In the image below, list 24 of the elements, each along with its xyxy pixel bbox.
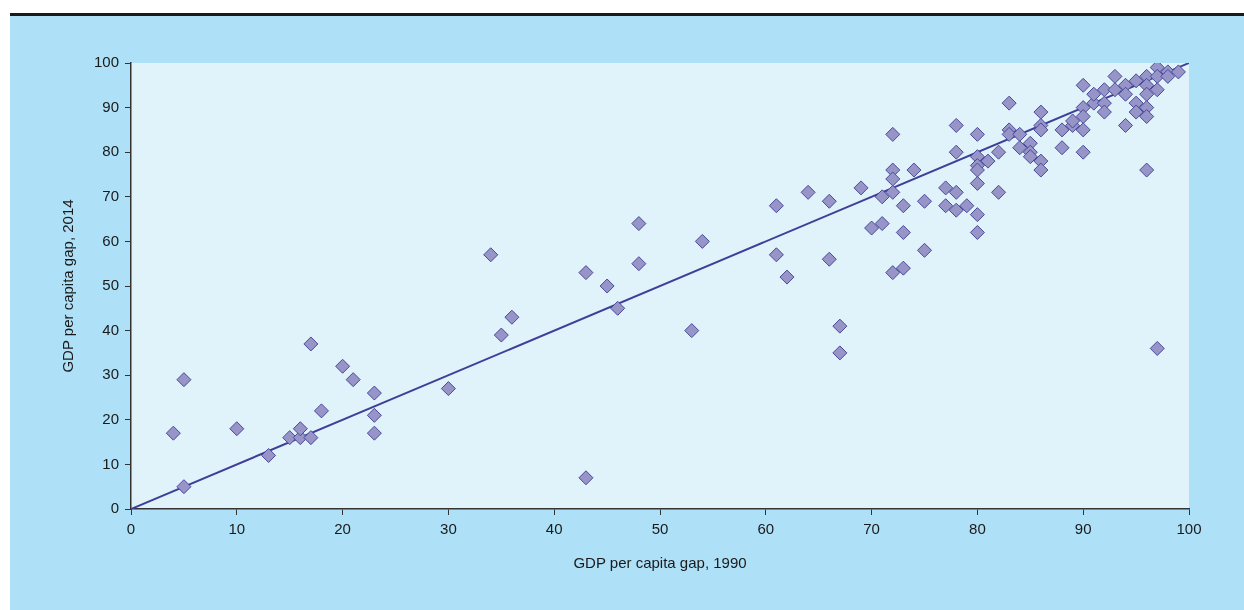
y-tick-label: 100 [94, 53, 120, 71]
x-tick-label: 40 [545, 520, 563, 538]
x-tick-label: 10 [228, 520, 246, 538]
y-axis-title: GDP per capita gap, 2014 [59, 199, 77, 373]
x-axis-title: GDP per capita gap, 1990 [573, 554, 747, 572]
y-tick-label: 0 [110, 499, 120, 517]
x-tick-label: 80 [969, 520, 986, 538]
x-tick-label: 90 [1074, 520, 1092, 538]
x-tick-label: 50 [651, 520, 669, 538]
y-tick-label: 60 [102, 231, 120, 249]
y-tick-label: 20 [102, 409, 120, 427]
y-tick-label: 50 [102, 276, 120, 294]
y-tick-label: 10 [102, 454, 120, 472]
x-tick-label: 20 [334, 520, 351, 538]
y-tick-label: 70 [102, 186, 120, 204]
x-tick-label: 0 [126, 520, 136, 538]
y-tick-label: 40 [102, 320, 120, 338]
y-tick-label: 80 [102, 142, 120, 160]
x-tick-label: 60 [757, 520, 775, 538]
x-tick-label: 100 [1176, 520, 1202, 538]
y-tick-label: 90 [102, 97, 120, 115]
y-tick-label: 30 [102, 365, 120, 383]
x-tick-label: 70 [863, 520, 880, 538]
x-tick-label: 30 [440, 520, 457, 538]
